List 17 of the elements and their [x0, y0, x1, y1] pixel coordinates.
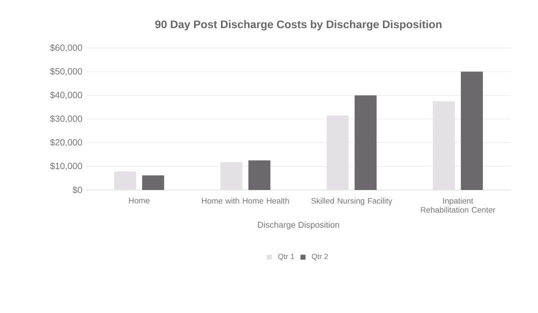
y-tick-label: $40,000 [50, 91, 82, 100]
y-tick-label: $30,000 [50, 115, 82, 123]
x-axis-title: Discharge Disposition [258, 222, 340, 230]
x-tick-label: Skilled Nursing Facility [311, 198, 392, 206]
y-tick-label: $0 [72, 186, 82, 194]
bar [248, 160, 270, 190]
y-tick-label: $60,000 [50, 44, 82, 52]
y-tick-label: $20,000 [50, 138, 82, 147]
bar [354, 95, 377, 190]
x-tick-label: Home [129, 198, 150, 204]
y-tick-label: $10,000 [50, 162, 82, 170]
chart-title: 90 Day Post Discharge Costs by Discharge Disposition [155, 20, 442, 30]
y-tick-label: $50,000 [50, 68, 82, 76]
x-tick-label: Home with Home Health [202, 198, 289, 204]
bar [460, 72, 483, 190]
bar [142, 175, 164, 190]
x-tick-label: Inpatient Rehabilitation Center [420, 198, 496, 213]
